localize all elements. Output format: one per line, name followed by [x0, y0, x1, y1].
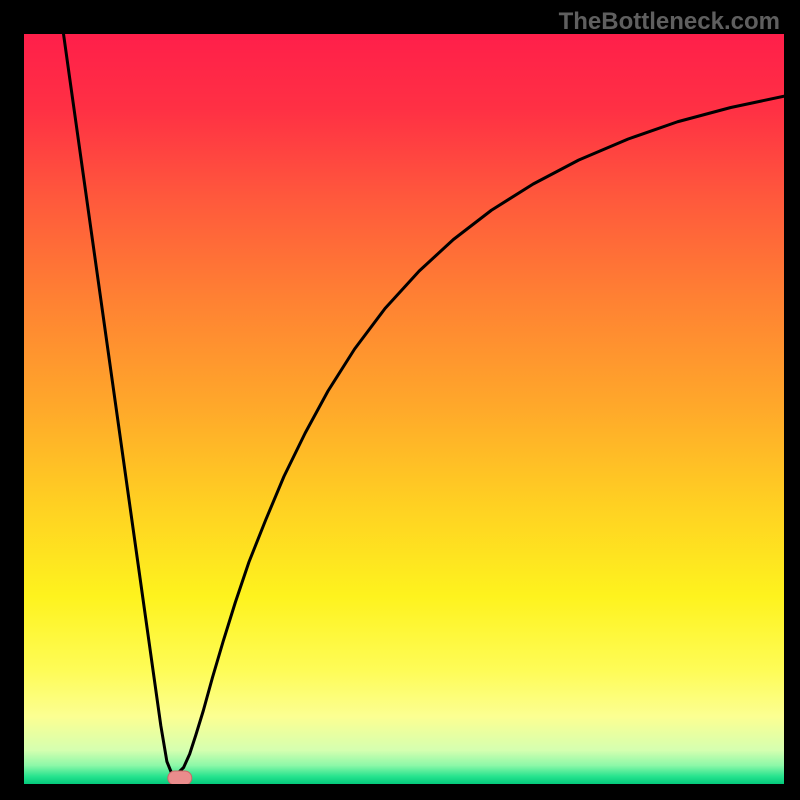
chart-svg [24, 34, 784, 784]
chart-container: TheBottleneck.com [0, 0, 800, 800]
optimal-point-marker [168, 771, 192, 784]
gradient-background [24, 34, 784, 784]
watermark-text: TheBottleneck.com [559, 8, 780, 36]
plot-area [24, 34, 784, 784]
